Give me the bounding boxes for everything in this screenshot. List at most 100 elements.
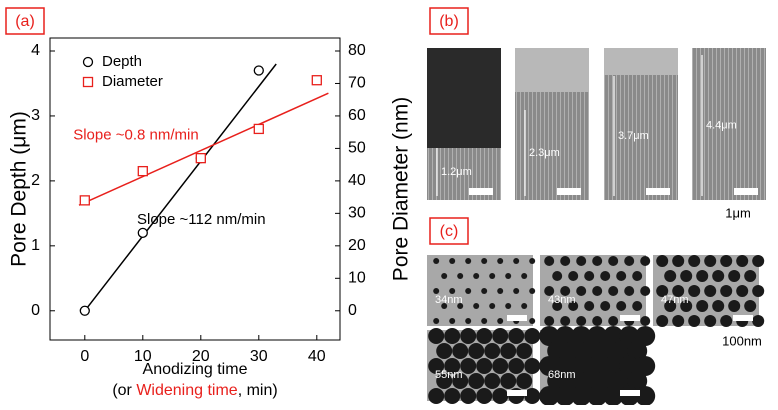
pore [444,358,461,374]
pore [568,301,579,311]
pore [555,386,576,406]
pore [428,388,445,404]
pore [571,356,592,376]
pore [632,271,643,281]
pore [524,358,541,374]
pore [672,255,685,267]
pore [579,371,600,391]
pore [744,270,757,282]
marker [137,227,148,238]
pore [672,285,685,297]
pore [571,326,592,346]
height-label: 2.3μm [529,147,560,159]
pore [619,356,640,376]
legend-label: Diameter [102,73,163,90]
height-label: 4.4μm [706,119,737,131]
pore [592,256,603,266]
x-tick-label: 10 [134,348,152,365]
pore [516,343,533,359]
pore [704,285,717,297]
pore [720,315,733,327]
y-tick-label: 1 [31,237,40,254]
pore [441,303,448,309]
fit-line [84,63,277,312]
pore [696,270,709,282]
scale-bar [620,315,640,321]
pore [608,316,619,326]
pore [720,285,733,297]
pore [587,386,608,406]
pore [473,273,480,279]
pore [664,300,677,312]
pore [632,301,643,311]
pore [436,343,453,359]
pore [460,328,477,344]
pore [465,318,472,324]
pore [611,341,632,361]
pore [428,358,445,374]
pore-label: 34nm [435,294,463,306]
pore [744,300,757,312]
pore [752,315,765,327]
pore [547,371,568,391]
pore [460,358,477,374]
pore [720,255,733,267]
pore [603,386,624,406]
pore [547,341,568,361]
pore [624,256,635,266]
pore [611,371,632,391]
x-axis-label: Anodizing time [143,361,248,378]
pore [460,388,477,404]
pore [560,256,571,266]
y2-tick-label: 70 [348,75,366,92]
pore [664,270,677,282]
x-tick-label: 30 [250,348,268,365]
pore [728,270,741,282]
pore [752,285,765,297]
legend-marker [82,56,94,68]
pore [568,271,579,281]
pore [516,373,533,389]
pore [476,358,493,374]
y2-tick-label: 10 [348,270,366,287]
annotation: Slope ~112 nm/min [137,211,266,228]
pore [576,256,587,266]
y2-tick-label: 60 [348,107,366,124]
pore [736,285,749,297]
y2-tick-label: 0 [348,302,357,319]
x-tick-label: 0 [80,348,89,365]
pore [544,316,555,326]
pore [444,388,461,404]
pore [587,326,608,346]
pore [656,255,669,267]
x-axis-label-part: (or [112,382,136,399]
pore [465,288,472,294]
pore [576,316,587,326]
pore [457,273,464,279]
panel-label: (c) [440,223,459,240]
pore [563,371,584,391]
marker [137,165,148,177]
pore [635,326,656,346]
pore [468,343,485,359]
pore [696,300,709,312]
pore [712,270,725,282]
pore [603,326,624,346]
pore [587,356,608,376]
pore [481,288,488,294]
height-label: 1.2μm [441,166,472,178]
pore [497,288,504,294]
pore [539,386,560,406]
pore [576,286,587,296]
pore [616,271,627,281]
legend-marker [82,76,94,88]
pore [680,270,693,282]
pore [505,303,512,309]
pore [752,255,765,267]
pore [688,315,701,327]
pore [600,271,611,281]
panel-label-box [5,7,45,35]
y2-tick-label: 50 [348,140,366,157]
pore [481,258,488,264]
pore [624,286,635,296]
